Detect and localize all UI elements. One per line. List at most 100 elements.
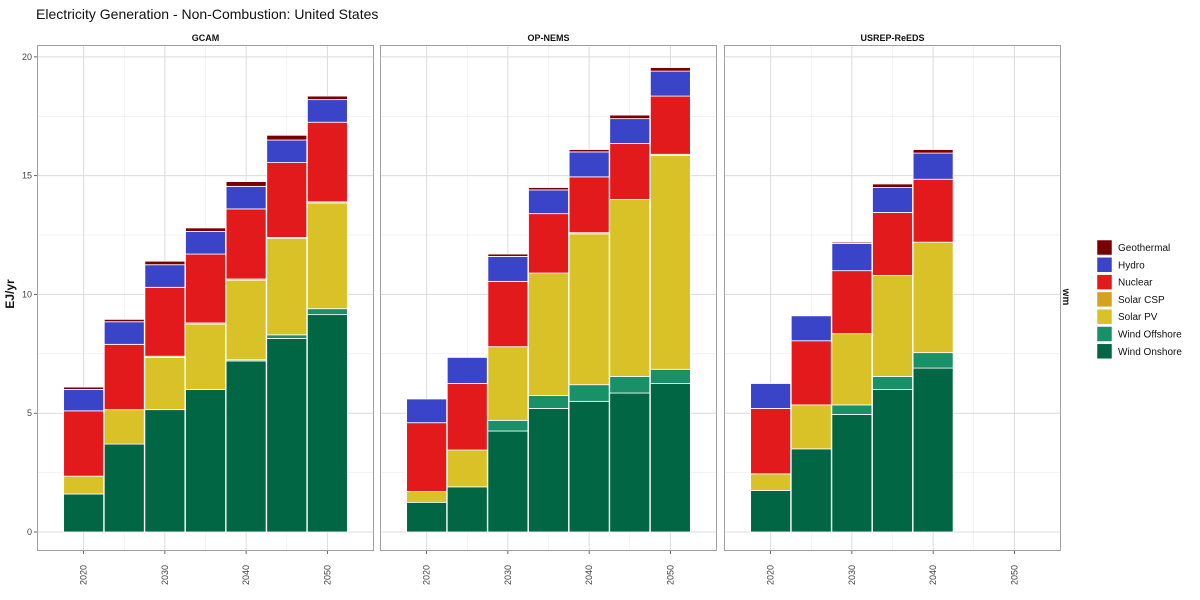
bar-segment-wind-onshore [103, 443, 145, 533]
legend-item-hydro: Hydro [1096, 257, 1145, 273]
bar-segment-wind-offshore [831, 404, 873, 415]
bar-segment-hydro [649, 70, 691, 97]
bar-segment-hydro [609, 118, 651, 144]
bar-segment-hydro [750, 383, 792, 409]
bar-segment-geothermal [63, 386, 105, 390]
bar-segment-hydro [790, 315, 832, 342]
bar-segment-geothermal [609, 114, 651, 120]
facet-panels: GCAM 2020 2030 2040 2050 OP-NEMS 2020 2030 2040 2… [22, 33, 1061, 585]
bar-segment-wind-offshore [528, 394, 569, 409]
bar-segment-geothermal [225, 181, 267, 187]
bar-segment-nuclear [790, 340, 832, 406]
bar-segment-nuclear [487, 280, 529, 348]
bar-segment-wind-onshore [649, 383, 691, 533]
bar-segment-hydro [568, 151, 610, 178]
bar-segment-geothermal [872, 183, 913, 188]
x-tick-label: 2030 [160, 565, 170, 585]
bar-segment-wind-onshore [831, 414, 873, 533]
bar-segment-wind-onshore [63, 493, 105, 533]
bar-segment-hydro [872, 187, 913, 213]
bar-segment-wind-offshore [266, 334, 308, 339]
bar-segment-nuclear [266, 162, 308, 238]
bar-segment-solar-pv [225, 279, 267, 361]
bar-segment-wind-onshore [568, 400, 610, 533]
bar-segment-wind-offshore [872, 375, 913, 390]
bar-segment-hydro [912, 152, 954, 180]
bar-segment-geothermal [568, 149, 610, 153]
bar-segment-geothermal [649, 67, 691, 72]
legend-label: Wind Offshore [1118, 330, 1182, 341]
bar-segment-hydro [266, 139, 308, 163]
legend-swatch [1096, 257, 1113, 273]
bar-segment-nuclear [649, 95, 691, 155]
x-tick-label: 2050 [665, 565, 675, 585]
chart-title: Electricity Generation - Non-Combustion:… [36, 6, 378, 22]
bar-segment-hydro [63, 389, 105, 412]
bar-segment-solar-pv [144, 356, 186, 411]
bar-segment-solar-pv [568, 233, 610, 386]
bar-segment-wind-onshore [225, 360, 267, 533]
legend-label: Solar CSP [1118, 295, 1165, 306]
legend-label: Wind Onshore [1118, 347, 1182, 358]
legend-item-solar-pv: Solar PV [1096, 308, 1158, 325]
legend-swatch [1096, 239, 1113, 256]
facet-label: OP-NEMS [527, 33, 569, 43]
panel-usrep-reeds: USREP-ReEDS 2020 2030 2040 2050 [724, 33, 1061, 585]
panel-border [380, 45, 717, 551]
legend-label: Geothermal [1118, 243, 1170, 254]
bar-segment-nuclear [528, 213, 569, 274]
legend-item-wind-offshore: Wind Offshore [1096, 326, 1182, 342]
bar-segment-wind-offshore [649, 368, 691, 384]
panel-border [37, 45, 374, 551]
legend-item-geothermal: Geothermal [1096, 239, 1170, 256]
bar-segment-wind-offshore [306, 308, 348, 316]
bar-segment-nuclear [872, 212, 913, 276]
legend-label: Solar PV [1118, 312, 1158, 323]
bar-segment-wind-onshore [185, 389, 226, 533]
facet-label: USREP-ReEDS [860, 33, 924, 43]
bar-segment-hydro [446, 356, 488, 384]
bar-segment-nuclear [63, 410, 105, 477]
x-tick-label: 2040 [241, 565, 251, 585]
x-tick-label: 2050 [322, 565, 332, 585]
x-tick-label: 2020 [766, 565, 776, 585]
bar-segment-wind-onshore [406, 501, 448, 533]
bar-segment-hydro [528, 189, 569, 215]
x-tick-label: 2020 [422, 565, 432, 585]
x-tick-label: 2030 [847, 565, 857, 585]
bar-segment-nuclear [609, 143, 651, 200]
y-tick-label: 5 [27, 408, 32, 418]
y-tick-label: 10 [22, 289, 32, 299]
bar-segment-geothermal [912, 149, 954, 154]
legend-item-solar-csp: Solar CSP [1096, 291, 1165, 308]
bar-segment-nuclear [306, 121, 348, 203]
bar-segment-wind-onshore [750, 490, 792, 533]
right-side-label: wm [1060, 288, 1071, 306]
legend-swatch [1096, 291, 1113, 308]
bar-segment-nuclear [568, 176, 610, 234]
panel-op-nems: OP-NEMS 2020 2030 2040 2050 [380, 33, 717, 585]
bar-segment-wind-onshore [790, 448, 832, 533]
bar-segment-solar-pv [63, 475, 105, 495]
facet-label: GCAM [192, 33, 220, 43]
bar-segment-solar-pv [103, 409, 145, 445]
bar-segment-nuclear [912, 178, 954, 243]
legend-label: Nuclear [1118, 278, 1153, 289]
bar-segment-solar-pv [487, 346, 529, 421]
bar-segment-nuclear [185, 253, 226, 324]
legend-swatch [1096, 274, 1113, 290]
legend-swatch [1096, 326, 1113, 342]
bar-segment-solar-pv [185, 323, 226, 390]
bar-segment-solar-pv [609, 199, 651, 377]
bar-segment-solar-pv [750, 473, 792, 491]
y-tick-label: 0 [27, 527, 32, 537]
bar-segment-wind-onshore [528, 408, 569, 533]
panel-border [724, 45, 1061, 551]
bar-segment-solar-pv [406, 491, 448, 503]
bar-segment-geothermal [831, 241, 873, 244]
bar-segment-wind-onshore [266, 337, 308, 533]
x-tick-label: 2040 [928, 565, 938, 585]
bar-segment-hydro [406, 398, 448, 424]
legend-label: Hydro [1118, 260, 1145, 271]
